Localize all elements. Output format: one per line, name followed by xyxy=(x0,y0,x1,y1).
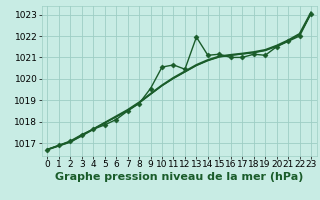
X-axis label: Graphe pression niveau de la mer (hPa): Graphe pression niveau de la mer (hPa) xyxy=(55,172,303,182)
